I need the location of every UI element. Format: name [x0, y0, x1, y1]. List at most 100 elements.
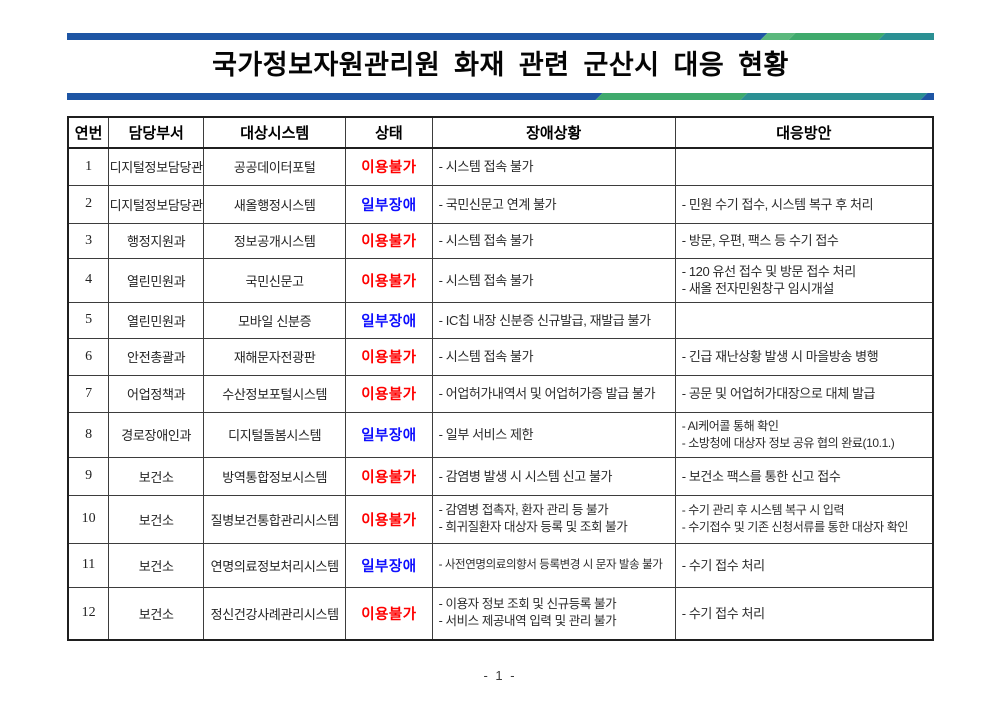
text-line: - 시스템 접속 불가	[438, 272, 534, 288]
text-line: - 보건소 팩스를 통한 신고 접수	[681, 468, 841, 484]
bar-segment-blue	[67, 33, 768, 40]
response-cell: - 보건소 팩스를 통한 신고 접수	[674, 456, 934, 496]
status-cell: 이용불가	[345, 586, 433, 641]
status-cell: 이용불가	[345, 147, 433, 186]
issue-cell: - IC칩 내장 신분증 신규발급, 재발급 불가	[431, 301, 676, 339]
target-system-cell: 디지털돌봄시스템	[203, 411, 347, 458]
table-row: 9 보건소 방역통합정보시스템 이용불가 - 감염병 발생 시 시스템 신고 불가 - 보…	[67, 456, 934, 496]
department-cell: 보건소	[108, 456, 205, 496]
status-badge: 이용불가	[361, 273, 417, 290]
status-badge: 이용불가	[361, 606, 417, 623]
text-line: - 수기 접수 처리	[681, 557, 765, 573]
response-cell: - 긴급 재난상황 발생 시 마을방송 병행	[674, 337, 934, 376]
text-line: - 긴급 재난상황 발생 시 마을방송 병행	[681, 349, 879, 364]
table-row: 2 디지털정보담당관 새올행정시스템 일부장애 - 국민신문고 연계 불가 - 민원 수기…	[67, 184, 934, 224]
issue-cell: - 감염병 발생 시 시스템 신고 불가	[431, 456, 676, 496]
row-number-cell: 3	[67, 222, 110, 259]
department-cell: 디지털정보담당관	[108, 184, 205, 224]
response-cell	[674, 301, 934, 339]
decorative-bar-bottom	[67, 93, 934, 100]
row-number-cell: 1	[67, 147, 110, 186]
row-number-cell: 6	[67, 337, 110, 376]
column-header: 장애상황	[431, 116, 676, 149]
status-badge: 이용불가	[361, 160, 417, 177]
target-system-cell: 정신건강사례관리시스템	[203, 586, 347, 641]
row-number-cell: 2	[67, 184, 110, 224]
status-badge: 일부장애	[361, 558, 417, 575]
column-header: 담당부서	[108, 116, 205, 149]
table-header-row: 연번 담당부서 대상시스템 상태 장애상황 대응방안	[67, 116, 934, 149]
department-cell: 보건소	[108, 586, 205, 641]
text-line: - 국민신문고 연계 불가	[438, 196, 557, 212]
text-line: - AI케어콜 통해 확인	[681, 418, 779, 433]
issue-cell: - 사전연명의료의향서 등록변경 시 문자 발송 불가	[431, 542, 676, 588]
table-row: 3 행정지원과 정보공개시스템 이용불가 - 시스템 접속 불가 - 방문, 우편, 팩스…	[67, 222, 934, 259]
status-badge: 일부장애	[361, 197, 417, 214]
status-cell: 이용불가	[345, 257, 433, 303]
table-row: 7 어업정책과 수산정보포털시스템 이용불가 - 어업허가내역서 및 어업허가증 발급 …	[67, 374, 934, 413]
column-header: 상태	[345, 116, 433, 149]
table-row: 5 열린민원과 모바일 신분증 일부장애 - IC칩 내장 신분증 신규발급, 재발급 …	[67, 301, 934, 339]
status-cell: 일부장애	[345, 542, 433, 588]
text-line: - 감염병 발생 시 시스템 신고 불가	[438, 468, 613, 484]
table-row: 10 보건소 질병보건통합관리시스템 이용불가 - 감염병 접촉자, 환자 관리 등 불…	[67, 494, 934, 544]
status-cell: 이용불가	[345, 456, 433, 496]
response-cell: - 공문 및 어업허가대장으로 대체 발급	[674, 374, 934, 413]
department-cell: 어업정책과	[108, 374, 205, 413]
department-cell: 보건소	[108, 494, 205, 544]
row-number-cell: 11	[67, 542, 110, 588]
table-row: 4 열린민원과 국민신문고 이용불가 - 시스템 접속 불가 - 120 유선 접수 및 …	[67, 257, 934, 303]
table-row: 8 경로장애인과 디지털돌봄시스템 일부장애 - 일부 서비스 제한 - AI케어콜 통해…	[67, 411, 934, 458]
text-line: - 수기 접수 처리	[681, 605, 765, 621]
target-system-cell: 재해문자전광판	[203, 337, 347, 376]
status-badge: 일부장애	[361, 428, 417, 444]
department-cell: 안전총괄과	[108, 337, 205, 376]
table-row: 12 보건소 정신건강사례관리시스템 이용불가 - 이용자 정보 조회 및 신규등록 불…	[67, 586, 934, 641]
department-cell: 디지털정보담당관	[108, 147, 205, 186]
text-line: - 120 유선 접수 및 방문 접수 처리	[681, 264, 856, 279]
target-system-cell: 모바일 신분증	[203, 301, 347, 339]
row-number-cell: 10	[67, 494, 110, 544]
response-cell: - 수기 접수 처리	[674, 586, 934, 641]
issue-cell: - 일부 서비스 제한	[431, 411, 676, 458]
column-header: 대응방안	[674, 116, 934, 149]
text-line: - 수기 관리 후 시스템 복구 시 입력	[681, 503, 845, 517]
text-line: - 민원 수기 접수, 시스템 복구 후 처리	[681, 196, 874, 212]
status-cell: 일부장애	[345, 411, 433, 458]
target-system-cell: 연명의료정보처리시스템	[203, 542, 347, 588]
text-line: - 수기접수 및 기존 신청서류를 통한 대상자 확인	[681, 520, 909, 534]
issue-cell: - 시스템 접속 불가	[431, 257, 676, 303]
text-line: - 사전연명의료의향서 등록변경 시 문자 발송 불가	[438, 558, 663, 571]
row-number-cell: 12	[67, 586, 110, 641]
table-header: 연번 담당부서 대상시스템 상태 장애상황 대응방안	[67, 116, 934, 149]
issue-cell: - 어업허가내역서 및 어업허가증 발급 불가	[431, 374, 676, 413]
page-number: - 1 -	[483, 668, 517, 683]
row-number-cell: 4	[67, 257, 110, 303]
bar-segment-blue	[67, 93, 603, 100]
status-cell: 이용불가	[345, 222, 433, 259]
text-line: - 시스템 접속 불가	[438, 233, 534, 248]
page-title: 국가정보자원관리원 화재 관련 군산시 대응 현황	[212, 50, 789, 80]
text-line: - 방문, 우편, 팩스 등 수기 접수	[681, 233, 839, 248]
bar-segment-green	[788, 33, 886, 40]
issue-cell: - 국민신문고 연계 불가	[431, 184, 676, 224]
bar-segment-teal	[740, 93, 928, 100]
status-badge: 이용불가	[361, 350, 417, 366]
text-line: - 감염병 접촉자, 환자 관리 등 불가	[438, 503, 609, 517]
response-cell: - 수기 접수 처리	[674, 542, 934, 588]
table-row: 11 보건소 연명의료정보처리시스템 일부장애 - 사전연명의료의향서 등록변경 시 문…	[67, 542, 934, 588]
response-cell: - 방문, 우편, 팩스 등 수기 접수	[674, 222, 934, 259]
text-line: - 공문 및 어업허가대장으로 대체 발급	[681, 386, 876, 401]
document-content: 국가정보자원관리원 화재 관련 군산시 대응 현황 연번 담당부서 대상시스템 상태 장…	[67, 0, 934, 641]
table-body: 1 디지털정보담당관 공공데이터포털 이용불가 - 시스템 접속 불가 2 디지털정보담당관…	[67, 147, 934, 641]
target-system-cell: 정보공개시스템	[203, 222, 347, 259]
response-cell	[674, 147, 934, 186]
department-cell: 행정지원과	[108, 222, 205, 259]
target-system-cell: 국민신문고	[203, 257, 347, 303]
response-cell: - AI케어콜 통해 확인 - 소방청에 대상자 정보 공유 협의 완료(10.1…	[674, 411, 934, 458]
issue-cell: - 감염병 접촉자, 환자 관리 등 불가 - 희귀질환자 대상자 등록 및 조회…	[431, 494, 676, 544]
text-line: - 희귀질환자 대상자 등록 및 조회 불가	[438, 520, 628, 534]
row-number-cell: 8	[67, 411, 110, 458]
decorative-bar-top	[67, 33, 934, 40]
